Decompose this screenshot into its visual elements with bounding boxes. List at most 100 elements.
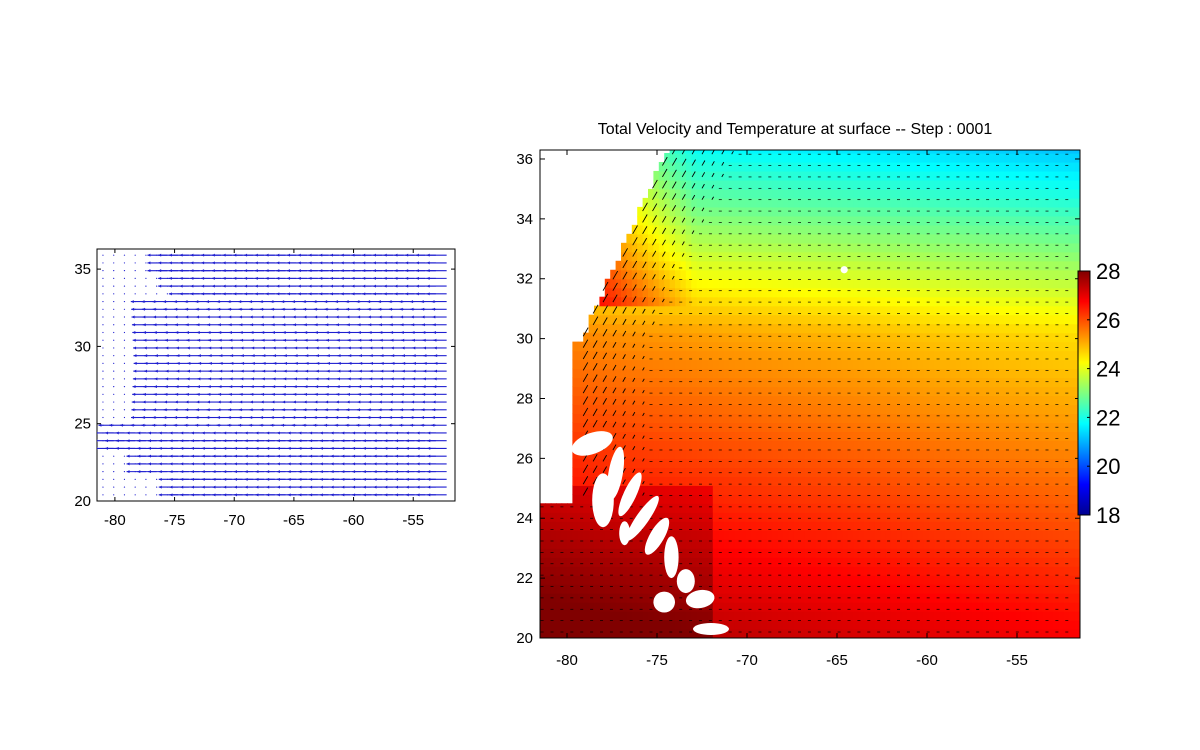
quiver-arrow-head	[326, 346, 330, 350]
temperature-cell	[923, 467, 930, 477]
temperature-cell	[847, 593, 854, 603]
quiver-point	[102, 455, 104, 457]
quiver-arrow-head	[169, 485, 173, 489]
quiver-arrow-head	[319, 439, 323, 443]
quiver-arrow-head	[305, 361, 309, 365]
temperature-cell	[783, 593, 789, 603]
temperature-cell	[934, 584, 941, 594]
temperature-cell	[599, 611, 606, 621]
temperature-cell	[1004, 494, 1011, 504]
temperature-cell	[988, 593, 995, 603]
temperature-cell	[766, 503, 773, 513]
temperature-cell	[723, 386, 730, 397]
temperature-cell	[772, 359, 779, 370]
quiver-arrow-head	[341, 439, 345, 443]
quiver-arrow-head	[130, 423, 134, 427]
temperature-cell	[1069, 386, 1076, 397]
quiver-arrow-head	[319, 485, 323, 489]
temperature-cell	[799, 593, 806, 603]
temperature-cell	[588, 413, 595, 424]
temperature-cell	[604, 368, 611, 379]
temperature-cell	[583, 620, 590, 630]
temperature-cell	[1015, 539, 1022, 549]
temperature-cell	[1031, 404, 1038, 415]
temperature-cell	[702, 422, 708, 433]
temperature-cell	[945, 557, 951, 567]
temperature-cell	[955, 449, 962, 459]
temperature-cell	[945, 404, 951, 415]
temperature-cell	[1063, 494, 1070, 504]
quiver-arrow-head	[276, 284, 280, 288]
temperature-cell	[669, 377, 676, 388]
temperature-cell	[772, 521, 779, 531]
temperature-cell	[999, 539, 1005, 549]
temperature-cell	[691, 485, 698, 495]
temperature-cell	[972, 611, 978, 621]
temperature-cell	[982, 404, 989, 415]
quiver-arrow-head	[196, 392, 200, 396]
temperature-cell	[939, 485, 946, 495]
temperature-cell	[685, 548, 692, 558]
quiver-arrow-head	[297, 269, 301, 273]
quiver-arrow-head	[197, 377, 201, 381]
temperature-cell	[853, 620, 860, 630]
quiver-point	[123, 378, 126, 380]
temperature-cell	[648, 449, 654, 459]
temperature-cell	[664, 368, 671, 379]
quiver-arrow-head	[179, 261, 183, 265]
temperature-cell	[847, 467, 854, 477]
temperature-cell	[842, 494, 849, 504]
temperature-cell	[950, 377, 957, 388]
temperature-cell	[783, 512, 789, 522]
temperature-cell	[837, 377, 843, 388]
temperature-cell	[648, 494, 654, 504]
temperature-cell	[718, 386, 725, 397]
temperature-cell	[793, 593, 800, 603]
temperature-cell	[955, 575, 962, 585]
temperature-cell	[702, 557, 708, 567]
temperature-cell	[793, 602, 800, 612]
temperature-cell	[734, 485, 741, 495]
temperature-cell	[642, 485, 649, 495]
temperature-cell	[729, 476, 735, 486]
temperature-cell	[815, 611, 822, 621]
temperature-cell	[1069, 449, 1076, 459]
temperature-cell	[977, 512, 984, 522]
temperature-cell	[999, 494, 1005, 504]
quiver-arrow-head	[115, 431, 119, 435]
temperature-cell	[783, 521, 789, 531]
quiver-arrow-head	[158, 485, 162, 489]
quiver-arrow-head	[218, 385, 222, 389]
temperature-cell	[837, 368, 843, 379]
quiver-arrow-head	[426, 253, 430, 257]
quiver-arrow-head	[142, 400, 146, 404]
quiver-arrow-head	[240, 369, 244, 373]
temperature-cell	[729, 539, 735, 549]
temperature-cell	[993, 458, 1000, 468]
temperature-cell	[729, 521, 735, 531]
temperature-cell	[891, 404, 897, 415]
quiver-arrow-head	[372, 276, 376, 280]
temperature-cell	[615, 485, 622, 495]
quiver-arrow-head	[367, 408, 371, 412]
temperature-cell	[891, 413, 897, 424]
temperature-cell	[1053, 485, 1059, 495]
temperature-cell	[793, 566, 800, 576]
temperature-cell	[637, 431, 644, 442]
quiver-arrow-head	[358, 354, 362, 358]
temperature-cell	[853, 431, 860, 442]
temperature-cell	[696, 575, 703, 585]
temperature-cell	[896, 548, 903, 558]
temperature-cell	[696, 431, 703, 442]
temperature-cell	[723, 539, 730, 549]
temperature-cell	[1036, 557, 1043, 567]
temperature-cell	[729, 566, 735, 576]
quiver-arrow-head	[260, 315, 264, 319]
temperature-cell	[934, 377, 941, 388]
temperature-cell	[842, 557, 849, 567]
temperature-cell	[1063, 620, 1070, 630]
quiver-arrow-head	[180, 431, 184, 435]
quiver-arrow-head	[248, 300, 252, 304]
